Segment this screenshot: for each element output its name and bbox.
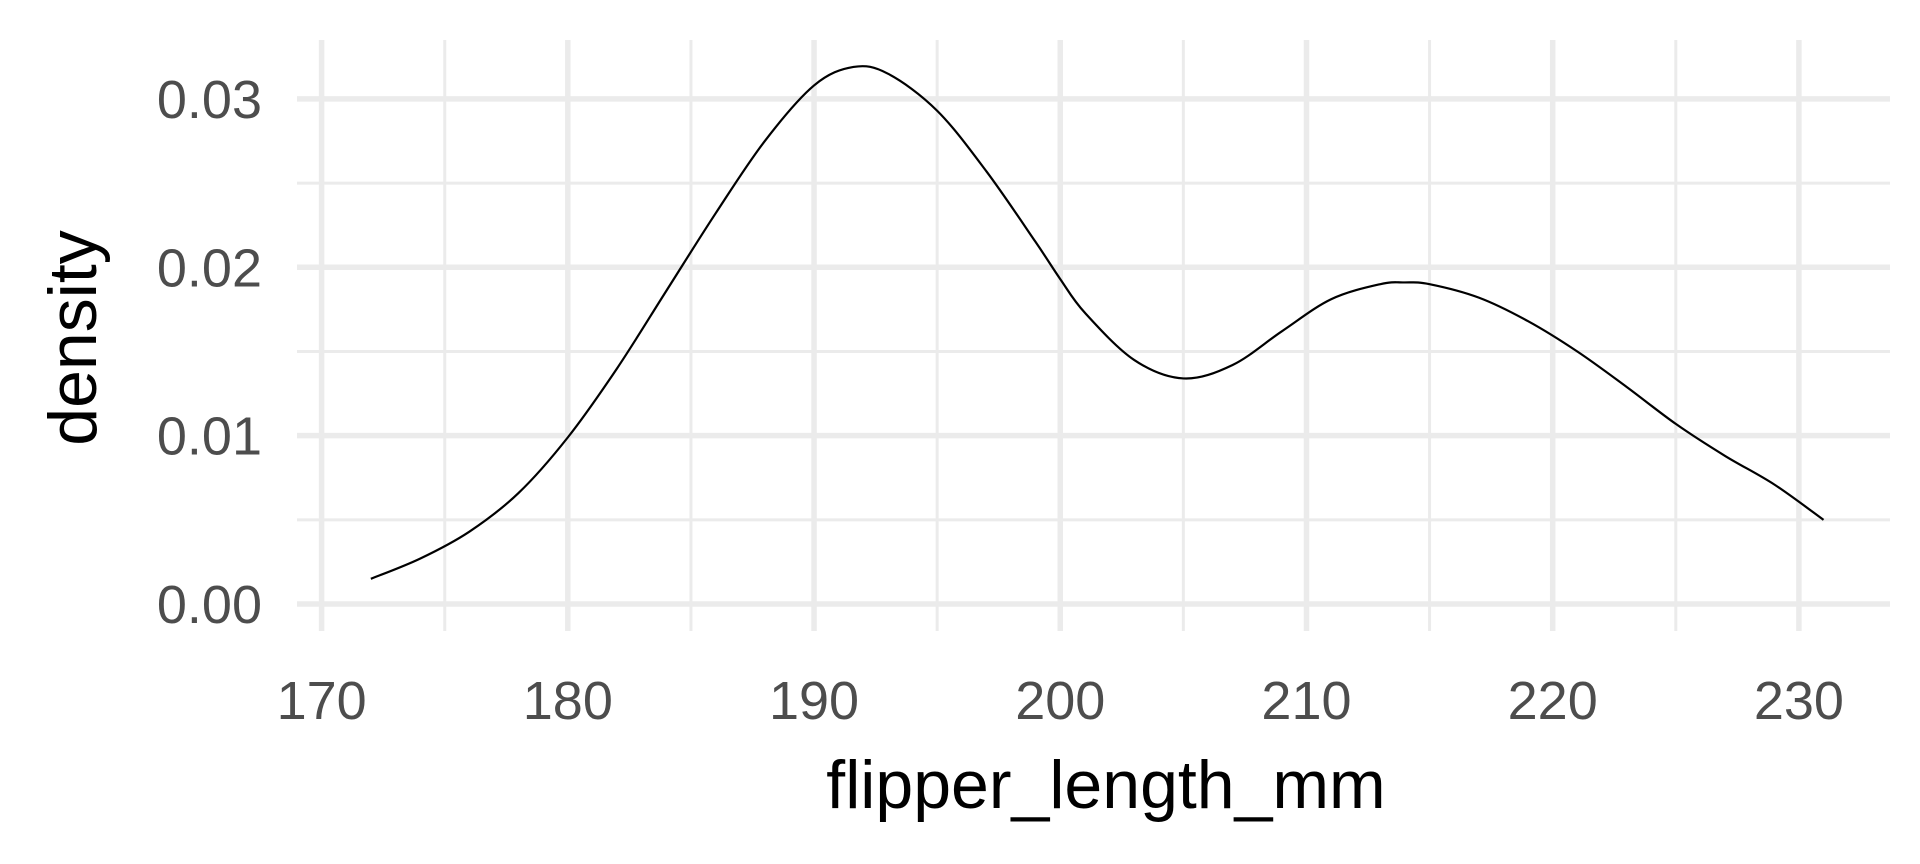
- x-tick-label: 180: [523, 671, 613, 731]
- x-tick-label: 190: [769, 671, 859, 731]
- x-tick-label: 210: [1261, 671, 1351, 731]
- x-tick-label: 170: [277, 671, 367, 731]
- density-series: [370, 65, 1825, 580]
- x-tick-label: 220: [1508, 671, 1598, 731]
- x-axis-title: flipper_length_mm: [826, 747, 1385, 823]
- x-tick-label: 200: [1015, 671, 1105, 731]
- y-tick-label: 0.00: [157, 575, 262, 635]
- x-tick-label: 230: [1754, 671, 1844, 731]
- y-tick-label: 0.02: [157, 238, 262, 298]
- y-tick-label: 0.03: [157, 70, 262, 130]
- major-gridlines: [297, 40, 1890, 631]
- y-tick-label: 0.01: [157, 407, 262, 467]
- y-tick-labels: 0.00 0.01 0.02 0.03: [157, 70, 262, 635]
- y-axis-title: density: [35, 230, 111, 445]
- minor-gridlines: [297, 40, 1890, 631]
- density-curve: [370, 65, 1825, 580]
- x-tick-labels: 170 180 190 200 210 220 230: [277, 671, 1844, 731]
